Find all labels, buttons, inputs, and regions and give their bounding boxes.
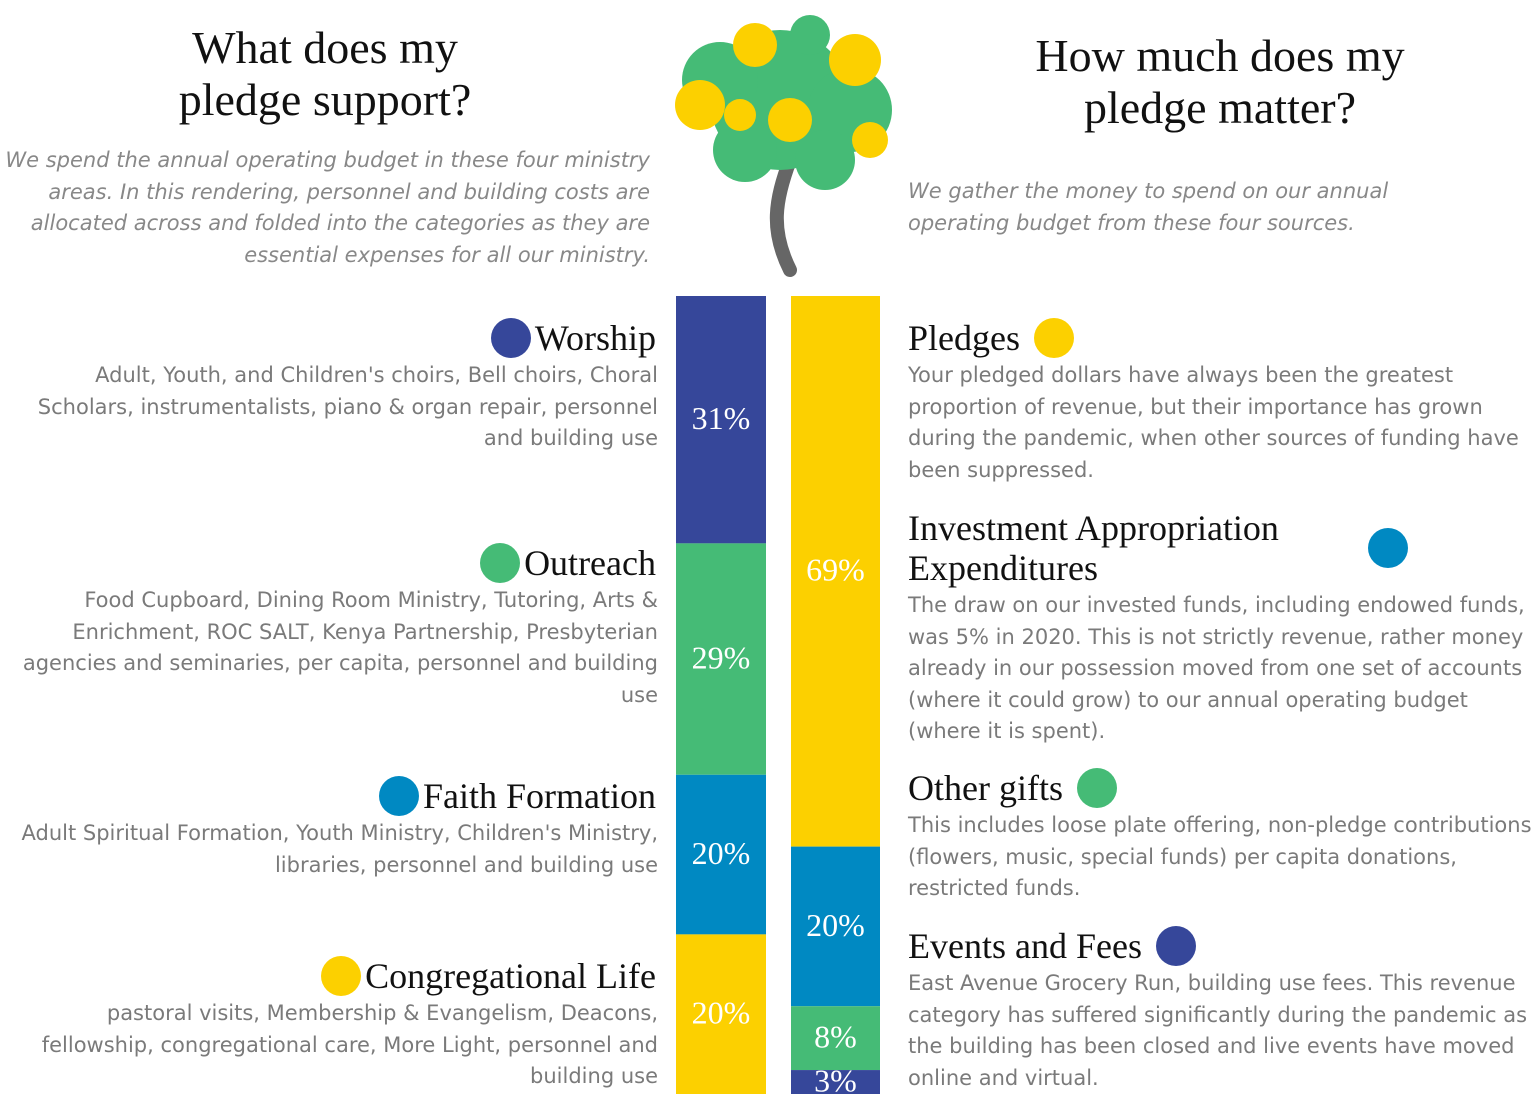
bar-segment [676,934,766,1094]
category-heading: Investment Appropriation Expenditures [908,508,1408,588]
section-title: What does my pledge support? [178,22,472,125]
category-name: Other gifts [908,768,1063,808]
category-description: Your pledged dollars have always been th… [908,363,1519,482]
category-description: Food Cupboard, Dining Room Ministry, Tut… [22,588,658,707]
section-title: How much does my pledge matter? [1035,30,1405,133]
bar-segment [676,543,766,775]
category-heading: Other gifts [908,768,1408,808]
legend-dot [1368,528,1408,568]
category-heading: Congregational Life [321,956,656,996]
legend-dot [321,956,362,996]
legend-dot [480,543,521,583]
legend-dot [1155,926,1196,966]
category-name: Outreach [524,543,656,583]
category-name: Events and Fees [908,926,1142,966]
category-description: The draw on our invested funds, includin… [908,593,1525,743]
category-description: This includes loose plate offering, non-… [908,813,1532,900]
value-label: 69% [806,552,865,588]
value-label: 31% [692,400,751,436]
category-name: Worship [534,318,656,358]
category-description: Adult, Youth, and Children's choirs, Bel… [37,363,658,450]
category-name: Congregational Life [365,956,656,996]
category-heading: Events and Fees [908,926,1408,966]
category-description: Adult Spiritual Formation, Youth Ministr… [21,821,658,877]
section-intro: We spend the annual operating budget in … [5,148,650,267]
legend-dot [379,776,419,816]
value-label: 3% [814,1062,857,1098]
bar-segment [791,1006,880,1071]
value-label: 20% [806,907,865,943]
value-label: 20% [692,835,751,871]
category-description: East Avenue Grocery Run, building use fe… [908,971,1528,1090]
section-intro: We gather the money to spend on our annu… [908,179,1389,235]
bar-segment [791,296,880,847]
category-name: Pledges [908,318,1020,358]
category-heading: Outreach [480,543,656,583]
value-label: 8% [814,1018,857,1054]
bar-segment [791,1070,880,1094]
tree [675,15,892,277]
value-label: 29% [692,639,751,675]
category-name: Faith Formation [423,776,656,816]
category-name: Investment Appropriation Expenditures [908,508,1279,588]
bar-segment [791,846,880,1007]
category-heading: Pledges [908,318,1408,358]
bar-segment [676,296,766,544]
category-heading: Faith Formation [379,776,656,816]
legend-dot [1034,318,1074,358]
legend-dot [490,318,531,358]
bar-segment [676,774,766,935]
legend-dot [1076,768,1117,808]
value-label: 20% [692,995,751,1031]
category-heading: Worship [490,318,656,358]
category-description: pastoral visits, Membership & Evangelism… [41,1001,658,1088]
